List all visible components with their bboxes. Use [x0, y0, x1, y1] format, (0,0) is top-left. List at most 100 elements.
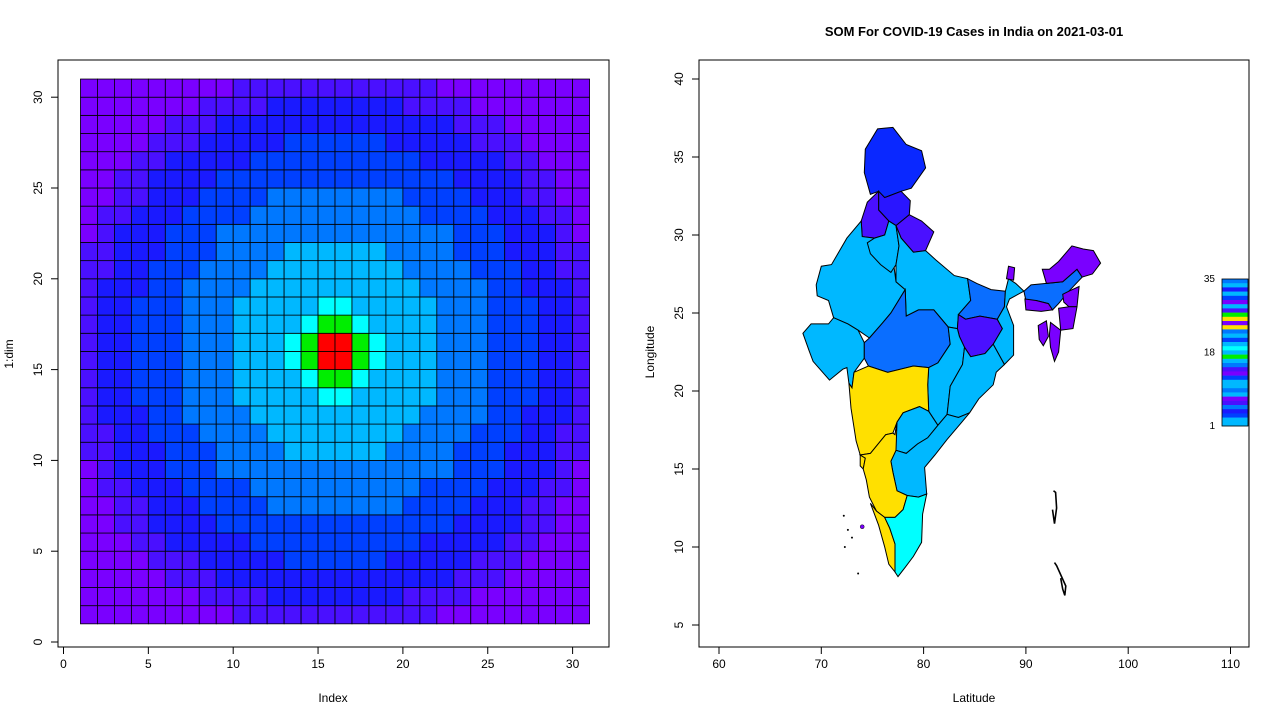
som-cell	[521, 96, 540, 116]
som-cell	[402, 514, 421, 534]
som-cell	[114, 369, 132, 389]
som-cell	[114, 151, 132, 171]
legend-swatch	[1222, 300, 1248, 305]
som-cell	[419, 242, 438, 262]
som-cell	[130, 605, 149, 625]
legend-swatch	[1222, 304, 1248, 309]
som-cell	[351, 96, 370, 116]
som-cell	[147, 296, 166, 316]
som-cell	[164, 441, 183, 461]
som-cell	[97, 260, 115, 280]
som-cell	[453, 314, 472, 334]
som-cell	[266, 369, 285, 389]
som-cell	[147, 369, 166, 389]
som-cell	[300, 278, 319, 298]
som-cell	[198, 169, 217, 189]
som-cell	[317, 605, 336, 625]
som-cell	[130, 587, 149, 607]
som-cell	[436, 332, 455, 352]
som-cell	[181, 351, 200, 371]
legend-label: 18	[1204, 348, 1216, 359]
som-cell	[555, 478, 574, 498]
som-cell	[419, 133, 438, 153]
som-cell	[436, 296, 455, 316]
som-cell	[538, 96, 557, 116]
som-cell	[453, 296, 472, 316]
som-cell	[504, 568, 523, 588]
som-cell	[402, 187, 421, 207]
som-cell	[436, 78, 455, 98]
map-region-meghalaya	[1024, 298, 1054, 312]
som-cell	[351, 242, 370, 262]
som-cell	[300, 605, 319, 625]
som-cell	[300, 223, 319, 243]
som-cell	[80, 133, 98, 153]
som-cell	[419, 568, 438, 588]
som-cell	[470, 169, 489, 189]
som-cell	[351, 133, 370, 153]
legend-swatch	[1222, 350, 1248, 355]
legend-swatch	[1222, 342, 1248, 347]
som-cell	[164, 296, 183, 316]
som-cell	[385, 423, 404, 443]
legend-swatch	[1222, 392, 1248, 397]
som-cell	[114, 187, 132, 207]
som-cell	[538, 223, 557, 243]
som-cell	[487, 605, 506, 625]
som-cell	[487, 441, 506, 461]
som-cell	[97, 532, 115, 552]
som-cell	[80, 260, 98, 280]
som-cell	[114, 242, 132, 262]
som-cell	[164, 78, 183, 98]
som-cell	[249, 496, 268, 516]
som-cell	[147, 133, 166, 153]
som-cell	[232, 605, 251, 625]
som-cell	[300, 423, 319, 443]
som-cell	[181, 242, 200, 262]
som-cell	[249, 96, 268, 116]
som-cell	[164, 351, 183, 371]
som-cell	[402, 223, 421, 243]
som-cell	[419, 351, 438, 371]
som-cell	[181, 441, 200, 461]
som-cell	[266, 314, 285, 334]
som-cell	[164, 260, 183, 280]
som-cell	[249, 223, 268, 243]
som-cell	[317, 423, 336, 443]
som-cell	[249, 587, 268, 607]
som-cell	[181, 550, 200, 570]
legend-swatch	[1222, 333, 1248, 339]
som-cell	[385, 151, 404, 171]
som-cell	[436, 242, 455, 262]
som-cell	[538, 459, 557, 479]
som-cell	[368, 314, 387, 334]
som-cell	[521, 314, 540, 334]
som-cell	[215, 205, 234, 225]
som-cell	[538, 78, 557, 98]
som-cell	[97, 78, 115, 98]
som-cell	[97, 169, 115, 189]
som-cell	[419, 387, 438, 407]
map-region-sikkim	[1005, 265, 1016, 281]
som-cell	[334, 496, 353, 516]
som-cell	[130, 278, 149, 298]
som-cell	[164, 278, 183, 298]
som-cell	[114, 314, 132, 334]
som-cell	[300, 568, 319, 588]
som-cell	[232, 351, 251, 371]
som-cell	[80, 78, 98, 98]
som-cell	[80, 459, 98, 479]
som-cell	[453, 96, 472, 116]
som-cell	[164, 242, 183, 262]
som-cell	[538, 532, 557, 552]
som-cell	[147, 459, 166, 479]
som-cell	[538, 423, 557, 443]
som-cell	[283, 405, 302, 425]
som-cell	[249, 423, 268, 443]
som-cell	[436, 478, 455, 498]
som-cell	[419, 223, 438, 243]
som-cell	[368, 260, 387, 280]
som-cell	[164, 332, 183, 352]
som-cell	[215, 514, 234, 534]
som-cell	[572, 587, 590, 607]
